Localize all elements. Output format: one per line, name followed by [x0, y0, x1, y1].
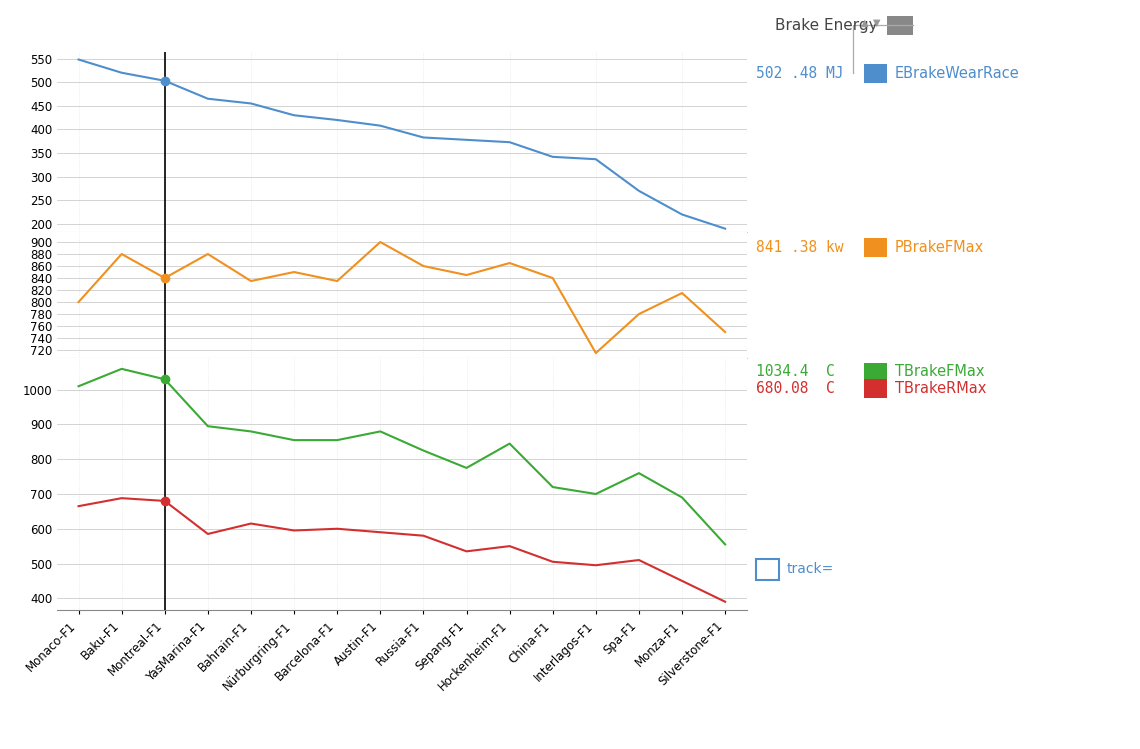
Text: ▼: ▼ — [873, 17, 881, 28]
Text: 502 .48 MJ: 502 .48 MJ — [756, 66, 844, 81]
Text: PBrakeFMax: PBrakeFMax — [895, 240, 984, 255]
Text: 841 .38 kw: 841 .38 kw — [756, 240, 844, 255]
Text: Brake Energy: Brake Energy — [775, 18, 878, 33]
Text: EBrakeWearRace: EBrakeWearRace — [895, 66, 1019, 81]
Text: track=: track= — [787, 562, 833, 576]
Text: ▲: ▲ — [861, 17, 869, 28]
Text: TBrakeFMax: TBrakeFMax — [895, 365, 985, 380]
Text: TBrakeRMax: TBrakeRMax — [895, 381, 986, 396]
Text: 1034.4  C: 1034.4 C — [756, 365, 834, 380]
Text: 680.08  C: 680.08 C — [756, 381, 834, 396]
